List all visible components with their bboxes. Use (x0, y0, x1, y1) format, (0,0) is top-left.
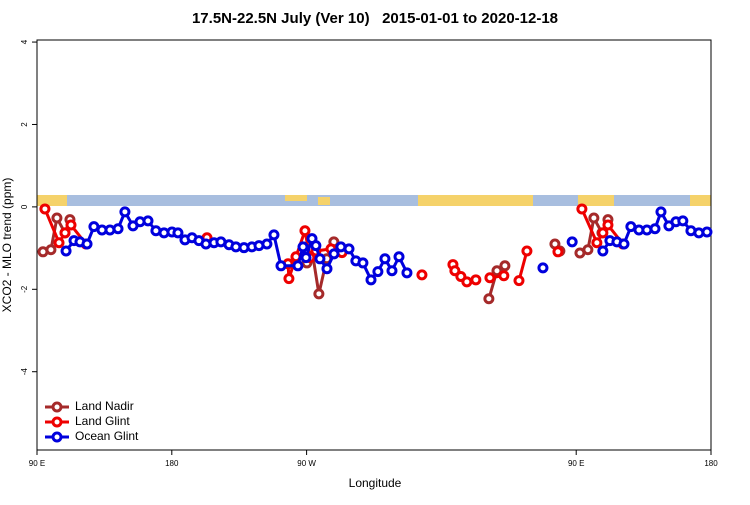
point (45, 244, 57, 256)
y-tick-label: 4 (20, 39, 29, 44)
point (119, 206, 131, 218)
point (275, 260, 287, 272)
point (461, 276, 473, 288)
x-tick-label: 90 W (297, 459, 316, 468)
point (401, 267, 413, 279)
point (59, 227, 71, 239)
point (51, 212, 63, 224)
point (297, 241, 309, 253)
point (283, 273, 295, 285)
point (537, 262, 549, 274)
point (142, 215, 154, 227)
point (343, 243, 355, 255)
x-tick-label: 90 E (29, 459, 45, 468)
point (582, 244, 594, 256)
point (552, 246, 564, 258)
point (591, 237, 603, 249)
point (314, 253, 326, 265)
x-tick-label: 180 (165, 459, 179, 468)
point (60, 245, 72, 257)
y-tick-label: -2 (20, 285, 29, 293)
point (65, 219, 77, 231)
point (484, 272, 496, 284)
y-tick-label: 2 (20, 122, 29, 127)
point (313, 288, 325, 300)
point (597, 227, 609, 239)
legend-label: Ocean Glint (75, 429, 139, 443)
y-tick-label: -4 (20, 368, 29, 376)
point (321, 263, 333, 275)
point (379, 253, 391, 265)
point (299, 225, 311, 237)
point (393, 251, 405, 263)
point (655, 206, 667, 218)
point (112, 223, 124, 235)
point (292, 260, 304, 272)
legend-marker (51, 401, 63, 413)
legend-label: Land Nadir (75, 399, 134, 413)
point (521, 245, 533, 257)
point (310, 240, 322, 252)
point (268, 229, 280, 241)
point (386, 265, 398, 277)
point (566, 236, 578, 248)
point (81, 238, 93, 250)
chart-title: 17.5N-22.5N July (Ver 10) 2015-01-01 to … (192, 10, 558, 27)
point (172, 227, 184, 239)
point (372, 266, 384, 278)
point (498, 270, 510, 282)
point (499, 260, 511, 272)
point (357, 257, 369, 269)
legend-label: Land Glint (75, 414, 130, 428)
point (470, 274, 482, 286)
x-axis-label: Longitude (349, 476, 402, 490)
map-strip (37, 195, 711, 206)
x-tick-label: 90 E (568, 459, 584, 468)
y-axis-label: XCO2 - MLO trend (ppm) (0, 178, 14, 313)
point (365, 274, 377, 286)
point (483, 293, 495, 305)
legend-marker (51, 416, 63, 428)
point (588, 212, 600, 224)
point (677, 215, 689, 227)
point (53, 237, 65, 249)
point (649, 223, 661, 235)
plot-frame (36, 39, 712, 451)
point (39, 203, 51, 215)
point (618, 238, 630, 250)
x-tick-label: 180 (704, 459, 718, 468)
point (300, 252, 312, 264)
point (416, 269, 428, 281)
point (576, 203, 588, 215)
point (597, 245, 609, 257)
point (602, 219, 614, 231)
point (513, 275, 525, 287)
legend-marker (51, 431, 63, 443)
point (328, 248, 340, 260)
point (491, 265, 503, 277)
y-tick-label: 0 (20, 204, 29, 209)
point (261, 238, 273, 250)
point (701, 226, 713, 238)
